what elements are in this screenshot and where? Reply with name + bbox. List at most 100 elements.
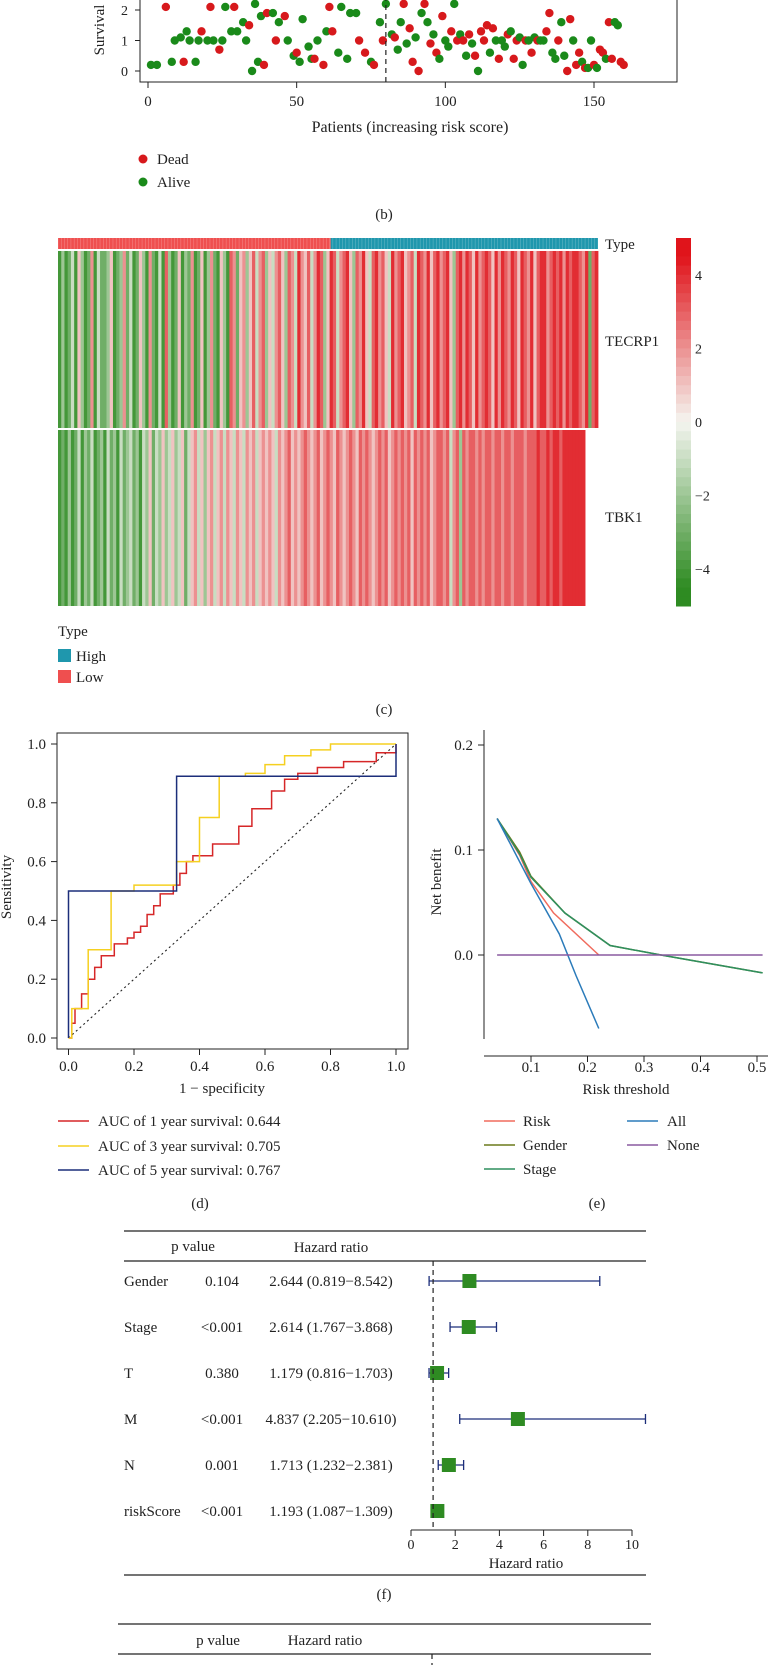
- heat-cell: [458, 430, 463, 606]
- heat-cell: [559, 430, 563, 606]
- heat-cell: [90, 430, 94, 606]
- scale-cell: [676, 486, 691, 497]
- scale-cell: [676, 532, 691, 543]
- scale-cell: [676, 247, 691, 257]
- heat-cell: [510, 251, 515, 428]
- heat-cell: [397, 430, 402, 606]
- heat-cell: [361, 251, 366, 428]
- heat-cell: [284, 430, 288, 606]
- heat-cell: [349, 430, 353, 606]
- heat-cell: [248, 251, 253, 428]
- heat-cell: [355, 251, 360, 428]
- alive-point: [185, 36, 194, 45]
- heat-cell: [209, 251, 214, 428]
- heat-cell: [374, 251, 379, 428]
- heat-cell: [193, 430, 198, 606]
- heat-cell: [365, 430, 369, 606]
- alive-point: [268, 8, 278, 18]
- heat-cell: [572, 430, 576, 606]
- alive-point: [322, 27, 331, 36]
- heat-cell: [167, 251, 172, 428]
- heat-cell: [70, 430, 75, 606]
- heat-cell: [148, 430, 153, 606]
- scale-cell: [676, 274, 691, 285]
- forest-row-p: 0.104: [205, 1274, 239, 1290]
- e-y-tick-label: 0.1: [454, 843, 473, 859]
- heat-cell: [316, 430, 321, 606]
- heat-cell: [555, 251, 560, 428]
- heat-cell: [180, 430, 185, 606]
- heat-cell: [510, 430, 515, 606]
- heat-cell: [585, 251, 589, 428]
- heat-cell: [420, 251, 424, 428]
- heat-cell: [135, 251, 140, 428]
- heat-cell: [549, 251, 554, 428]
- scale-cell: [676, 468, 691, 478]
- b-legend: Dead Alive: [138, 152, 191, 191]
- heat-cell: [562, 430, 567, 606]
- d-legend: AUC of 1 year survival: 0.644 AUC of 3 y…: [58, 1114, 281, 1179]
- heat-cell: [342, 251, 347, 428]
- heat-cell: [200, 251, 204, 428]
- alive-point: [557, 18, 566, 27]
- heat-cell: [180, 251, 185, 428]
- forest-row-name: N: [124, 1458, 135, 1474]
- heat-cell: [87, 251, 91, 428]
- forest-hr-box: [430, 1366, 445, 1380]
- dead-point: [566, 14, 575, 24]
- heat-cell: [306, 430, 311, 606]
- dead-point: [494, 54, 504, 63]
- heat-cell: [513, 251, 518, 428]
- alive-point: [375, 18, 385, 27]
- heat-cell: [87, 430, 91, 606]
- heat-cell: [132, 251, 137, 428]
- heat-cell: [294, 251, 298, 428]
- heat-cell: [271, 430, 276, 606]
- heat-cell: [132, 430, 137, 606]
- heat-cell: [200, 430, 204, 606]
- b-x-axis: 0 50 100 150: [144, 82, 605, 110]
- dead-point: [408, 57, 417, 67]
- forest-row-hr: 1.193 (1.087−1.309): [269, 1504, 392, 1520]
- heat-cell: [116, 430, 120, 606]
- heat-cell: [507, 251, 512, 428]
- heat-cell: [264, 251, 269, 428]
- dead-point: [271, 36, 281, 45]
- dead-point: [179, 57, 188, 67]
- heat-cell: [530, 251, 534, 428]
- dead-point: [426, 39, 435, 48]
- alive-point: [233, 27, 242, 36]
- dead-point: [554, 36, 563, 45]
- forest-row: N 0.001 1.713 (1.232−2.381): [124, 1458, 465, 1474]
- heat-cell: [387, 251, 392, 428]
- heat-cell: [64, 251, 69, 428]
- alive-point: [444, 42, 453, 51]
- heat-cell: [197, 251, 201, 428]
- forest-row-p: <0.001: [201, 1504, 243, 1520]
- scale-cell: [676, 596, 691, 607]
- legend-high-swatch: [58, 649, 71, 662]
- heat-cell: [452, 430, 457, 606]
- e-x-axis-label: Risk threshold: [582, 1082, 670, 1098]
- heat-cell: [439, 251, 444, 428]
- dead-point: [464, 30, 474, 39]
- heat-cell: [329, 430, 334, 606]
- heat-cell: [64, 430, 69, 606]
- dead-point: [262, 8, 272, 18]
- c-scale-tick-label: −2: [695, 490, 710, 505]
- d-y-tick-label: 0.2: [27, 972, 46, 988]
- heat-cell: [77, 251, 82, 428]
- d-y-tick-label: 0.8: [27, 796, 46, 812]
- c-type-legend: Type High Low: [58, 624, 107, 686]
- roc-line-auc3: [68, 743, 396, 1039]
- forest-row: Gender 0.104 2.644 (0.819−8.542): [124, 1274, 601, 1290]
- forest-hr-box: [461, 1320, 476, 1334]
- e-x-tick-label: 0.4: [691, 1060, 710, 1076]
- alive-point: [568, 36, 578, 45]
- heat-cell: [555, 430, 560, 606]
- heat-cell: [345, 430, 350, 606]
- heat-cell: [426, 430, 431, 606]
- heat-cell: [138, 251, 143, 428]
- heat-cell: [93, 430, 98, 606]
- g-col-p-header: p value: [196, 1633, 240, 1649]
